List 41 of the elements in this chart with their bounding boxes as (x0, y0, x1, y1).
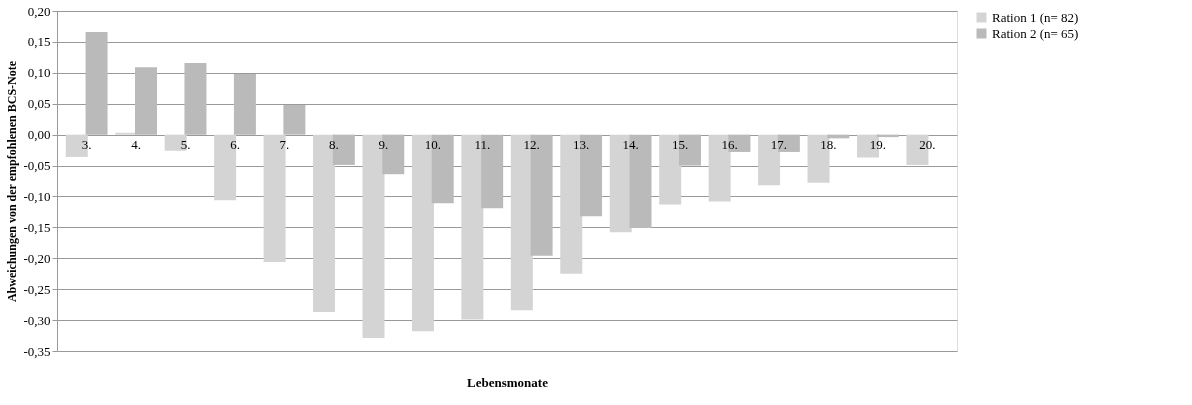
x-tick-label: 12. (523, 137, 540, 153)
y-tick-label: -0,35 (23, 343, 51, 359)
x-tick-label: 11. (474, 137, 491, 153)
y-tick-label: -0,10 (23, 188, 51, 204)
x-tick-label: 15. (671, 137, 689, 153)
y-tick-label: 0,15 (27, 34, 51, 50)
y-tick-label: -0,05 (23, 158, 51, 174)
x-tick-label: 4. (131, 137, 141, 153)
x-tick-label: 10. (424, 137, 441, 153)
x-tick-label: 3. (81, 137, 92, 153)
bar (283, 104, 306, 135)
y-tick-label: 0,10 (27, 65, 51, 81)
x-tick-label: 14. (622, 137, 639, 153)
x-tick-label: 9. (378, 137, 389, 153)
legend-label: Ration 1 (n= 82) (992, 9, 1079, 25)
x-tick-label: 8. (329, 137, 339, 153)
x-tick-label: 19. (869, 137, 886, 153)
bar (135, 67, 158, 135)
legend-label: Ration 2 (n= 65) (992, 25, 1079, 41)
x-tick-label: 7. (279, 137, 290, 153)
y-tick-label: 0,20 (27, 3, 51, 19)
x-tick-label: 20. (919, 137, 936, 153)
x-tick-label: 5. (180, 137, 191, 153)
x-tick-label: 13. (573, 137, 590, 153)
x-axis-title: Lebensmonate (467, 374, 549, 390)
bar (85, 32, 108, 135)
y-tick-label: 0,00 (27, 127, 51, 143)
y-tick-label: -0,25 (23, 281, 51, 297)
bar (313, 134, 336, 313)
x-tick-label: 17. (770, 137, 788, 153)
y-tick-label: 0,05 (27, 96, 51, 112)
bar (214, 134, 237, 201)
x-tick-label: 18. (820, 137, 837, 153)
y-axis-title: Abweichungen von der empfohlenen BCS-Note (5, 60, 20, 303)
x-tick-label: 16. (721, 137, 738, 153)
y-tick-label: -0,20 (23, 250, 51, 266)
x-tick-label: 6. (230, 137, 240, 153)
bar (184, 62, 207, 135)
bar (233, 74, 256, 135)
y-tick-label: -0,15 (23, 219, 51, 235)
y-tick-label: -0,30 (23, 312, 51, 328)
